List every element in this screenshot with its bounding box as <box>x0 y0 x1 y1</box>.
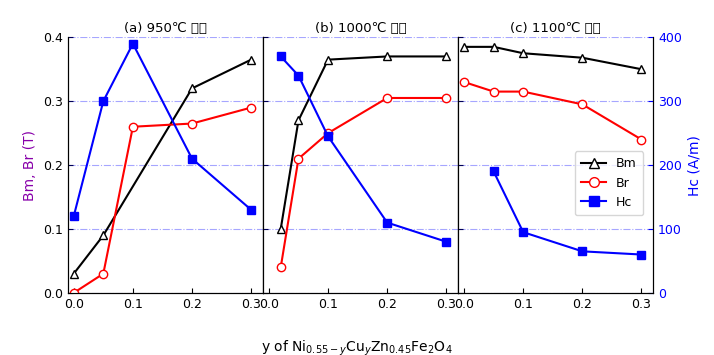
Y-axis label: Hc (A/m): Hc (A/m) <box>688 135 702 196</box>
Title: (c) 1100℃ 소결: (c) 1100℃ 소결 <box>511 22 601 35</box>
Legend: Bm, Br, Hc: Bm, Br, Hc <box>575 151 643 215</box>
Title: (a) 950℃ 소결: (a) 950℃ 소결 <box>124 22 207 35</box>
Y-axis label: Bm, Br (T): Bm, Br (T) <box>24 130 37 201</box>
Title: (b) 1000℃ 소결: (b) 1000℃ 소결 <box>315 22 406 35</box>
Text: y of Ni$_{0.55-y}$Cu$_y$Zn$_{0.45}$Fe$_2$O$_4$: y of Ni$_{0.55-y}$Cu$_y$Zn$_{0.45}$Fe$_2… <box>261 339 453 355</box>
